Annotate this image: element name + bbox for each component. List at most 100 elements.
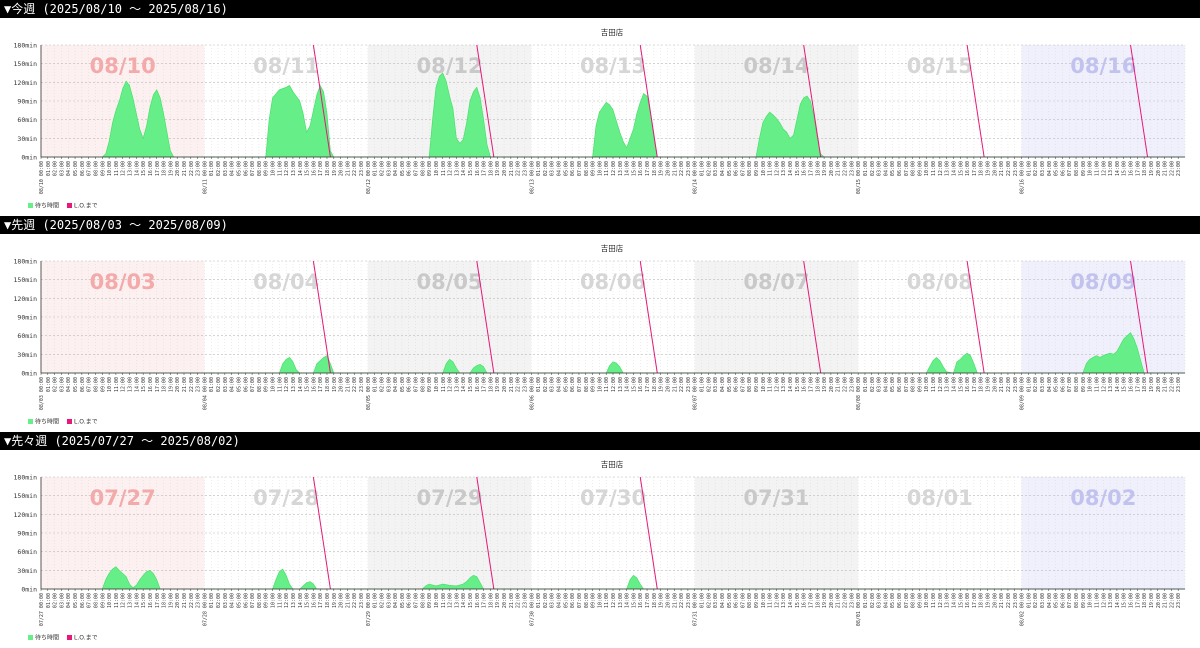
x-tick-label: 21:00 [999,593,1005,608]
x-tick-label: 03:00 [713,593,719,608]
x-tick-label: 05:00 [890,593,896,608]
x-tick-label: 23:00 [522,593,528,608]
x-tick-label: 01:00 [536,377,542,392]
x-tick-label: 02:00 [870,377,876,392]
wait-area [367,72,532,158]
x-tick-label: 08:00 [911,593,917,608]
x-tick-label: 08:00 [747,593,753,608]
x-tick-label: 08:00 [257,377,263,392]
x-tick-label: 20:00 [829,161,835,176]
legend-swatch-lo [67,419,72,424]
x-tick-label: 08/07 00:00 [693,377,699,410]
x-tick-label: 03:00 [1040,161,1046,176]
x-tick-label: 19:00 [986,161,992,176]
x-tick-label: 12:00 [284,161,290,176]
x-tick-label: 13:00 [128,161,134,176]
x-tick-label: 14:00 [298,377,304,392]
x-tick-label: 12:00 [284,377,290,392]
x-tick-label: 11:00 [277,377,283,392]
x-tick-label: 18:00 [1142,593,1148,608]
y-tick-label: 90min [17,314,37,322]
x-tick-label: 05:00 [73,161,79,176]
x-tick-label: 14:00 [625,377,631,392]
x-tick-label: 04:00 [557,161,563,176]
x-tick-label: 07:00 [414,161,420,176]
x-tick-label: 08:00 [747,161,753,176]
x-tick-label: 07:00 [87,161,93,176]
x-tick-label: 14:00 [788,593,794,608]
x-tick-label: 01:00 [863,161,869,176]
x-tick-label: 20:00 [829,593,835,608]
wait-area [41,80,205,158]
x-tick-label: 02:00 [706,593,712,608]
x-tick-label: 16:00 [311,377,317,392]
x-tick-label: 23:00 [359,377,365,392]
legend-label-lo: L.O.まで [74,203,98,210]
x-tick-label: 11:00 [277,593,283,608]
week-header: ▼先々週 (2025/07/27 ～ 2025/08/02) [0,432,1200,450]
x-tick-label: 17:00 [972,593,978,608]
x-tick-label: 09:00 [754,161,760,176]
x-tick-label: 14:00 [134,593,140,608]
x-tick-label: 10:00 [1088,593,1094,608]
x-tick-label: 18:00 [325,377,331,392]
wait-area [858,352,1022,374]
day-label: 07/29 [417,486,483,510]
wait-area [204,84,368,158]
x-tick-label: 18:00 [1142,161,1148,176]
x-tick-label: 22:00 [516,161,522,176]
x-tick-label: 19:00 [659,161,665,176]
x-tick-label: 09:00 [1081,593,1087,608]
x-tick-label: 12:00 [448,377,454,392]
x-tick-label: 10:00 [434,377,440,392]
x-tick-label: 08/01 00:00 [856,593,862,626]
x-tick-label: 15:00 [958,161,964,176]
y-tick-label: 180min [14,42,38,50]
x-tick-label: 19:00 [1149,593,1155,608]
x-tick-label: 12:00 [1101,161,1107,176]
x-tick-label: 03:00 [877,161,883,176]
x-tick-label: 12:00 [774,377,780,392]
x-tick-label: 14:00 [625,593,631,608]
x-tick-label: 16:00 [802,593,808,608]
x-tick-label: 12:00 [611,593,617,608]
x-tick-label: 17:00 [645,161,651,176]
x-tick-label: 13:00 [781,377,787,392]
x-tick-label: 01:00 [209,377,215,392]
x-tick-label: 10:00 [597,377,603,392]
x-tick-label: 15:00 [468,593,474,608]
x-tick-label: 07:00 [577,161,583,176]
x-tick-label: 18:00 [325,593,331,608]
x-tick-label: 10:00 [107,593,113,608]
day-label: 07/31 [743,486,809,510]
x-tick-label: 13:00 [618,377,624,392]
x-tick-label: 11:00 [1094,377,1100,392]
x-tick-label: 03:00 [223,161,229,176]
x-tick-label: 07/31 00:00 [693,593,699,626]
legend-swatch-wait [28,419,33,424]
x-tick-label: 19:00 [659,593,665,608]
x-tick-label: 06:00 [570,593,576,608]
x-tick-label: 20:00 [992,161,998,176]
x-tick-label: 11:00 [114,161,120,176]
x-tick-label: 10:00 [107,161,113,176]
x-tick-label: 19:00 [168,593,174,608]
x-tick-label: 02:00 [379,593,385,608]
x-tick-label: 02:00 [870,161,876,176]
x-tick-label: 21:00 [1163,377,1169,392]
day-label: 08/12 [417,54,483,78]
x-tick-label: 05:00 [563,161,569,176]
x-tick-label: 08:00 [93,593,99,608]
x-tick-label: 06:00 [407,161,413,176]
x-tick-label: 17:00 [1135,161,1141,176]
x-tick-label: 05:00 [73,377,79,392]
x-tick-label: 11:00 [114,377,120,392]
x-tick-label: 04:00 [66,161,72,176]
x-tick-label: 02:00 [706,377,712,392]
x-tick-label: 22:00 [843,161,849,176]
x-tick-label: 03:00 [550,593,556,608]
x-tick-label: 23:00 [1176,593,1182,608]
week-header: ▼先週 (2025/08/03 ～ 2025/08/09) [0,216,1200,234]
x-tick-label: 08:00 [911,377,917,392]
x-tick-label: 17:00 [482,161,488,176]
